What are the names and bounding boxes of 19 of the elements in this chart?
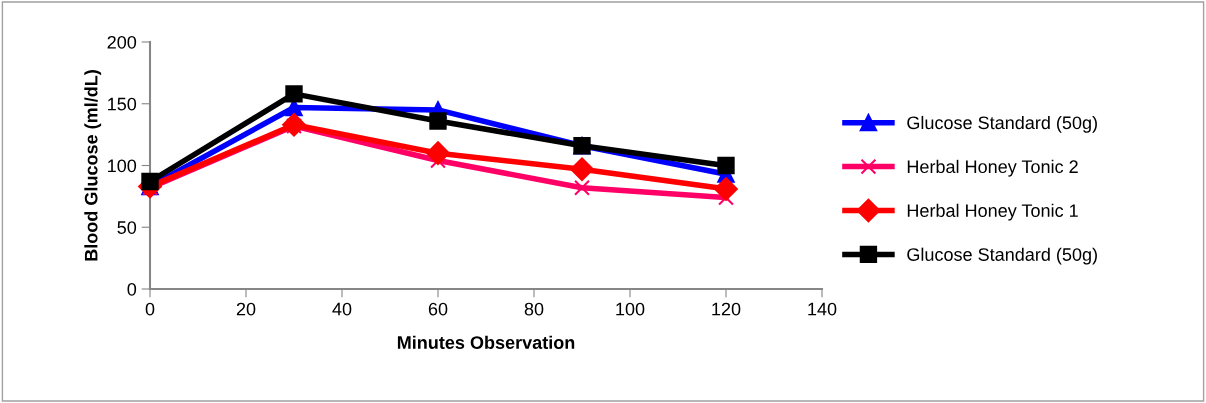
y-tick-label: 150 (108, 97, 137, 111)
x-tick-label: 60 (428, 302, 448, 316)
y-tick-label: 0 (127, 282, 137, 296)
legend-label: Herbal Honey Tonic 1 (907, 203, 1078, 221)
legend-label: Glucose Standard (50g) (907, 247, 1097, 265)
y-tick-label: 200 (107, 35, 137, 49)
x-tick-label: 140 (808, 302, 837, 316)
x-tick-label: 100 (616, 302, 645, 316)
x-axis-title: Minutes Observation (397, 335, 575, 349)
x-tick-label: 0 (145, 302, 155, 316)
x-tick-label: 120 (712, 302, 741, 316)
x-tick-label: 20 (236, 302, 256, 316)
x-tick-label: 80 (524, 302, 544, 316)
y-axis-title: Blood Glucose (ml/dL) (84, 70, 102, 261)
y-tick-label: 50 (117, 221, 137, 234)
y-tick-label: 100 (108, 159, 137, 173)
legend-label: Glucose Standard (50g) (907, 115, 1097, 133)
legend-label: Herbal Honey Tonic 2 (907, 159, 1078, 177)
x-tick-label: 40 (332, 302, 352, 316)
